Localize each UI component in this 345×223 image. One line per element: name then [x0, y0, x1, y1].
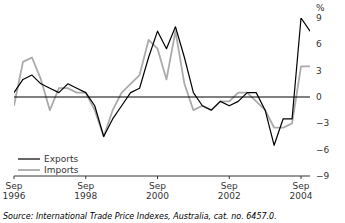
legend-label: Exports — [44, 154, 78, 164]
x-tick — [14, 176, 15, 179]
y-tick-label: −9 — [316, 171, 330, 181]
y-tick-label: −3 — [316, 118, 329, 128]
y-tick-label: 0 — [316, 92, 322, 102]
legend-swatch — [18, 158, 40, 159]
x-tick-label: Sep2004 — [290, 181, 313, 201]
legend-swatch — [18, 169, 40, 171]
x-tick — [229, 176, 230, 179]
series-line — [14, 18, 310, 145]
x-tick-label: Sep2002 — [218, 181, 241, 201]
legend-label: Imports — [44, 165, 79, 175]
zero-line — [14, 97, 310, 98]
y-tick-label: 3 — [316, 66, 322, 76]
x-tick-label: Sep1998 — [74, 181, 97, 201]
source-note: Source: International Trade Price Indexe… — [3, 212, 277, 221]
x-tick — [85, 176, 86, 179]
y-axis-label: % — [316, 3, 325, 13]
chart: −9 −6 −3 0 3 6 9% Sep1996 Sep1998 Sep2000 Sep2002 S… — [0, 0, 345, 223]
x-tick — [301, 176, 302, 179]
plot-area — [14, 18, 310, 145]
y-tick-label: 6 — [316, 39, 322, 49]
x-tick-label: Sep1996 — [3, 181, 26, 201]
y-tick-label: −6 — [316, 145, 330, 155]
x-tick-label: Sep2000 — [146, 181, 169, 201]
x-tick — [157, 176, 158, 179]
legend: ExportsImports — [18, 154, 79, 175]
y-tick-label: 9 — [316, 13, 322, 23]
background — [0, 0, 345, 223]
x-axis-line — [14, 176, 310, 177]
series-line — [14, 31, 310, 136]
